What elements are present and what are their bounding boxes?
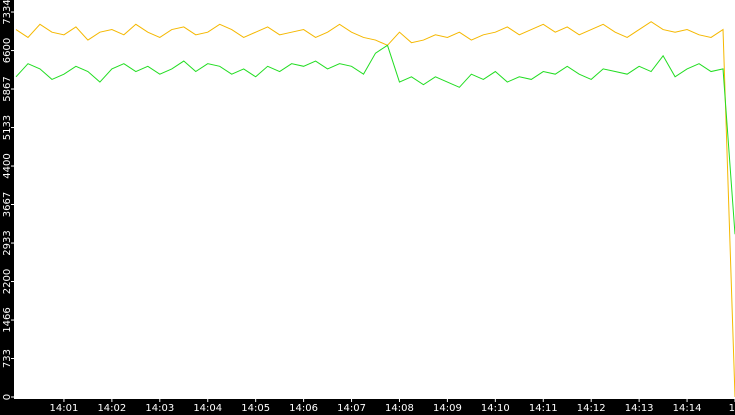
x-tick-label: 14:14 bbox=[673, 403, 702, 414]
x-tick-label: 14:13 bbox=[625, 403, 654, 414]
series-line bbox=[15, 44, 735, 235]
y-tick-label: 2200 bbox=[2, 269, 13, 294]
y-tick-label: 0 bbox=[2, 394, 13, 400]
y-tick-label: 3667 bbox=[2, 192, 13, 217]
x-tick-label: 14:10 bbox=[481, 403, 510, 414]
x-tick-label: 14:11 bbox=[529, 403, 558, 414]
series-line bbox=[15, 21, 735, 398]
y-tick-label: 7334 bbox=[2, 0, 13, 25]
x-tick-label: 14:03 bbox=[145, 403, 174, 414]
x-tick-label: 14:08 bbox=[385, 403, 414, 414]
x-tick-label: 14:05 bbox=[241, 403, 270, 414]
x-tick-label: 14:07 bbox=[337, 403, 366, 414]
x-tick-label: 14:04 bbox=[193, 403, 222, 414]
y-tick-label: 4400 bbox=[2, 153, 13, 178]
y-tick-label: 2933 bbox=[2, 230, 13, 255]
x-axis-band bbox=[0, 399, 735, 415]
y-axis-band bbox=[0, 0, 14, 415]
x-tick-label: 14:01 bbox=[50, 403, 79, 414]
y-tick-label: 733 bbox=[2, 349, 13, 368]
x-tick-label: 14:12 bbox=[577, 403, 606, 414]
x-tick-label: 14:06 bbox=[289, 403, 318, 414]
y-tick-label: 5867 bbox=[2, 76, 13, 101]
y-tick-label: 1466 bbox=[2, 307, 13, 332]
x-tick-label: 14 bbox=[729, 403, 735, 414]
x-tick-label: 14:09 bbox=[433, 403, 462, 414]
y-tick-label: 6600 bbox=[2, 38, 13, 63]
x-tick-label: 14:02 bbox=[97, 403, 126, 414]
y-tick-label: 5133 bbox=[2, 115, 13, 140]
